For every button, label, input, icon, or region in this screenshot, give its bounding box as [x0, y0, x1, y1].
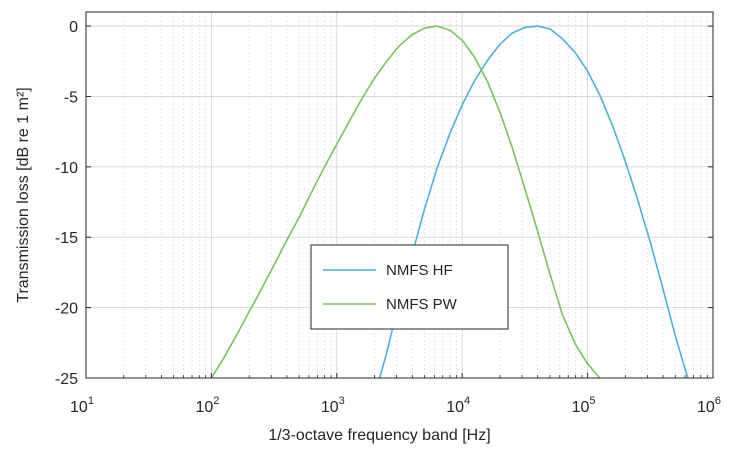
series-layer — [210, 25, 689, 379]
x-axis-label: 1/3-octave frequency band [Hz] — [268, 427, 490, 444]
y-tick-label: -10 — [55, 160, 78, 177]
x-tick-label: 103 — [321, 395, 345, 416]
x-tick-label-base: 10 — [697, 399, 715, 416]
series-line-pw — [210, 25, 601, 379]
x-tick-label: 101 — [70, 395, 94, 416]
x-tick-label-base: 10 — [70, 399, 88, 416]
y-tick-label: -15 — [55, 230, 78, 247]
x-tick-label: 102 — [195, 395, 219, 416]
y-tick-label: -5 — [64, 89, 78, 106]
legend-label-hf: NMFS HF — [386, 262, 453, 279]
legend: NMFS HF NMFS PW — [310, 244, 509, 330]
series-line-hf — [378, 25, 689, 379]
y-tick-label: -25 — [55, 371, 78, 388]
x-tick-label-exponent: 4 — [464, 395, 470, 407]
x-tick-label: 106 — [697, 395, 721, 416]
y-axis-label: Transmission loss [dB re 1 m²] — [15, 87, 32, 302]
x-tick-label-exponent: 3 — [339, 395, 345, 407]
x-tick-label-exponent: 5 — [589, 395, 595, 407]
x-tick-label-base: 10 — [446, 399, 464, 416]
legend-label-pw: NMFS PW — [386, 296, 458, 313]
x-tick-label-base: 10 — [195, 399, 213, 416]
x-tick-label-exponent: 6 — [715, 395, 721, 407]
legend-box — [310, 244, 509, 330]
x-tick-label: 105 — [572, 395, 596, 416]
y-tick-label: -20 — [55, 301, 78, 318]
x-tick-label-exponent: 1 — [88, 395, 94, 407]
x-tick-label-base: 10 — [321, 399, 339, 416]
y-tick-label: 0 — [69, 19, 78, 36]
x-tick-label-base: 10 — [572, 399, 590, 416]
plot-frame — [85, 11, 714, 379]
x-tick-label-exponent: 2 — [213, 395, 219, 407]
x-tick-label: 104 — [446, 395, 470, 416]
